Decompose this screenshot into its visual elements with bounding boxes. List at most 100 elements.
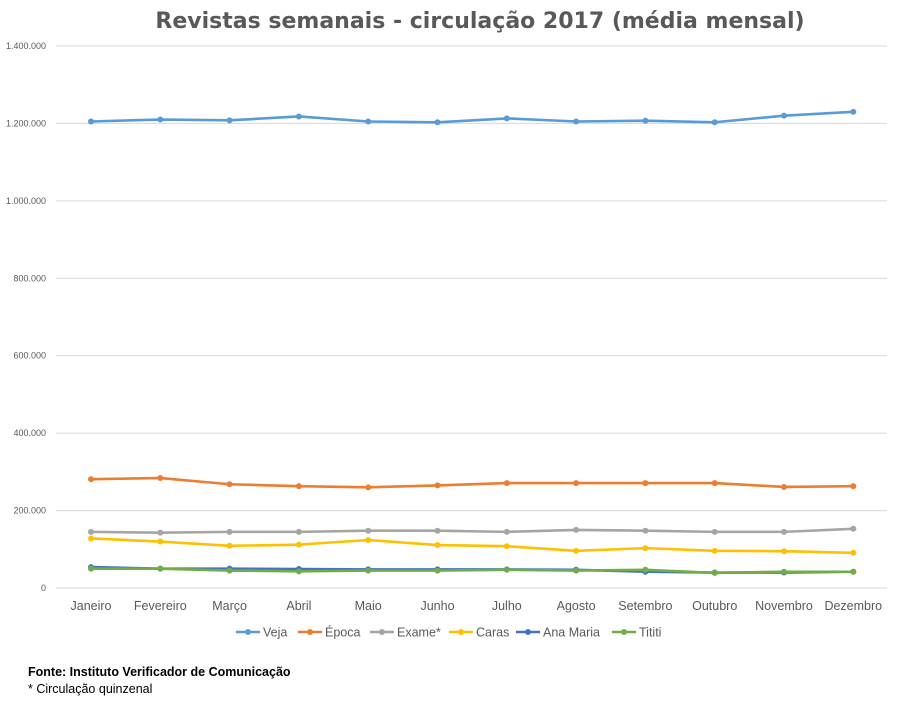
series-line (89, 537, 855, 555)
x-tick-label: Novembro (755, 599, 813, 613)
y-tick-label: 1.000.000 (6, 196, 46, 206)
data-point (434, 567, 441, 574)
data-point (365, 118, 372, 125)
data-point (295, 541, 302, 548)
series-0 (88, 108, 857, 126)
y-tick-label: 200.000 (13, 506, 46, 516)
data-point (781, 112, 787, 119)
legend-item: Veja (236, 626, 287, 640)
legend-item: Ana Maria (516, 626, 600, 640)
data-point (711, 569, 718, 576)
data-point (88, 118, 94, 125)
data-point (88, 565, 94, 572)
data-point (157, 475, 164, 482)
data-point (295, 528, 302, 535)
data-point (503, 528, 510, 535)
y-tick-label: 800.000 (13, 273, 46, 283)
y-axis-ticks: 0 200.000 400.000 600.000 800.000 1.000.000 1.… (6, 41, 46, 593)
data-point (781, 568, 787, 575)
data-point (295, 483, 302, 490)
data-point (711, 119, 718, 126)
data-point (642, 117, 649, 124)
data-point (226, 117, 233, 124)
series-1 (88, 475, 857, 491)
chart-source: Fonte: Instituto Verificador de Comunica… (28, 665, 291, 679)
data-point (434, 482, 441, 489)
data-point (226, 528, 233, 535)
data-point (503, 566, 510, 573)
legend-label: Veja (263, 626, 287, 640)
x-axis-ticks: Janeiro Fevereiro Março Abril Maio Junho Julho… (71, 599, 883, 613)
data-point (781, 483, 787, 490)
data-point (434, 542, 441, 549)
data-point (88, 528, 94, 535)
data-point (573, 526, 580, 533)
data-point (573, 118, 580, 125)
data-point (434, 119, 441, 126)
data-point (157, 116, 164, 123)
series-line (89, 476, 855, 489)
data-point (711, 547, 718, 554)
data-point (226, 542, 233, 549)
data-point (365, 484, 372, 491)
legend-item: Tititi (612, 626, 661, 640)
data-point (573, 480, 580, 487)
data-point (295, 568, 302, 575)
legend: Veja Época Exame* Caras Ana Maria Tititi (236, 625, 661, 640)
data-point (642, 480, 649, 487)
data-point (642, 545, 649, 552)
data-point (711, 528, 718, 535)
data-point (642, 566, 649, 573)
series-3 (88, 535, 857, 556)
chart-title: Revistas semanais - circulação 2017 (méd… (155, 9, 804, 34)
x-tick-label: Agosto (557, 599, 596, 613)
x-tick-label: Abril (286, 599, 311, 613)
x-tick-label: Maio (355, 599, 382, 613)
data-point (781, 528, 787, 535)
legend-label: Época (325, 625, 360, 640)
series-lines (88, 108, 857, 576)
y-tick-label: 600.000 (13, 351, 46, 361)
legend-swatch-marker (307, 629, 313, 635)
data-point (781, 548, 787, 555)
series-2 (88, 525, 857, 536)
y-tick-label: 400.000 (13, 428, 46, 438)
series-line (89, 110, 855, 124)
x-tick-label: Junho (420, 599, 454, 613)
legend-label: Exame* (397, 626, 441, 640)
data-point (88, 476, 94, 483)
legend-item: Exame* (370, 626, 441, 640)
data-point (850, 108, 857, 115)
data-point (503, 115, 510, 122)
data-point (157, 529, 164, 536)
data-point (434, 527, 441, 534)
x-tick-label: Janeiro (71, 599, 112, 613)
data-point (88, 535, 94, 542)
data-point (157, 538, 164, 545)
series-5 (88, 565, 857, 576)
x-tick-label: Fevereiro (134, 599, 187, 613)
data-point (711, 480, 718, 487)
y-tick-label: 1.200.000 (6, 118, 46, 128)
legend-swatch-marker (525, 629, 531, 635)
x-tick-label: Outubro (692, 599, 737, 613)
legend-swatch-marker (621, 629, 627, 635)
legend-swatch-marker (458, 629, 464, 635)
data-point (503, 543, 510, 550)
data-point (850, 568, 857, 575)
y-tick-label: 1.400.000 (6, 41, 46, 51)
legend-item: Caras (449, 626, 509, 640)
legend-label: Tititi (639, 626, 661, 640)
data-point (365, 527, 372, 534)
data-point (295, 113, 302, 120)
data-point (850, 525, 857, 532)
data-point (850, 483, 857, 490)
data-point (157, 565, 164, 572)
x-tick-label: Setembro (618, 599, 672, 613)
x-tick-label: Dezembro (824, 599, 882, 613)
legend-label: Caras (476, 626, 509, 640)
data-point (226, 481, 233, 488)
x-tick-label: Março (212, 599, 247, 613)
data-point (573, 567, 580, 574)
